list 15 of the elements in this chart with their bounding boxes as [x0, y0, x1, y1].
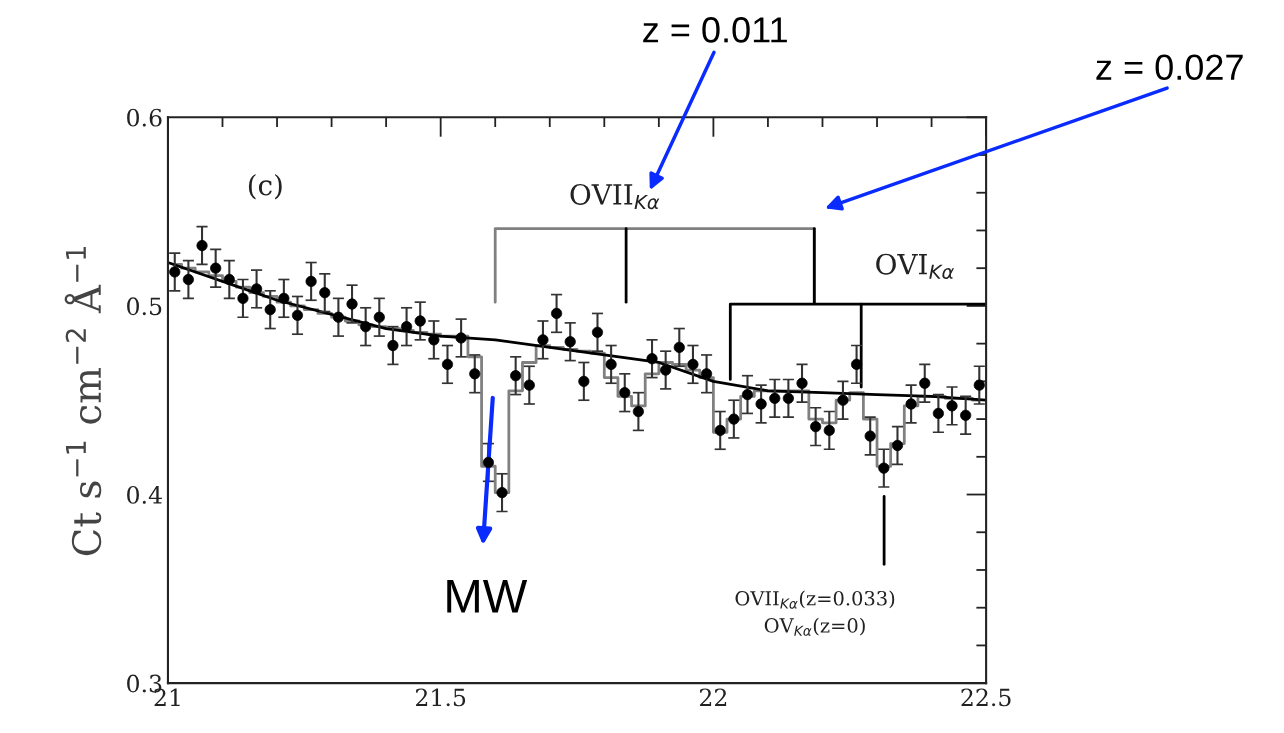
x-tick-label: 22.5: [961, 688, 1011, 707]
x-tick-label: 21.5: [415, 688, 466, 707]
annotation: MW: [447, 580, 528, 613]
y-tick-label: 0.5: [127, 297, 162, 316]
text: z = 0.027: [1096, 54, 1243, 81]
y-axis-title: Ct s$^{−1}$ cm$^{−2}$ Å$^{−1}$: [64, 247, 102, 556]
annotation: OVII$_{Kα}$(z=0.033): [735, 590, 895, 609]
x-tick-label: 22: [699, 688, 727, 706]
y-tick-label: 0.6: [127, 108, 162, 127]
annotation: OVI$_{Kα}$: [876, 253, 955, 280]
annotation: OV$_{Kα}$(z=0): [764, 617, 865, 636]
annotation: (c): [248, 174, 282, 200]
text: z = 0.011: [643, 17, 787, 43]
annotation: OVII$_{Kα}$: [570, 183, 660, 210]
y-tick-label: 0.4: [127, 485, 162, 504]
